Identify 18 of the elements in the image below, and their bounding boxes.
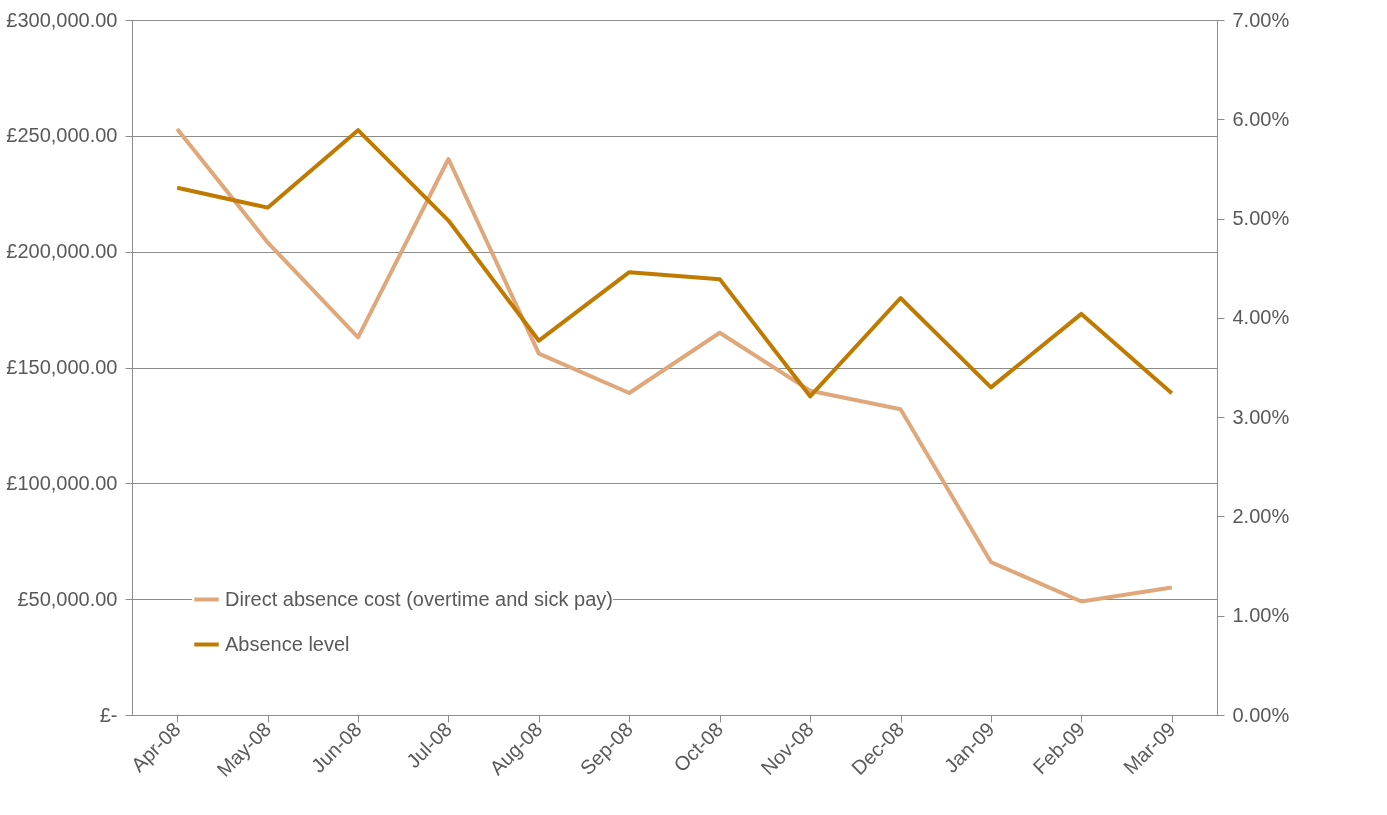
- y2-tick-label: 0.00%: [1232, 703, 1290, 726]
- y2-tick-label: 3.00%: [1232, 405, 1290, 428]
- y2-tick-label: 2.00%: [1232, 504, 1290, 527]
- y-tick-label: £100,000.00: [6, 471, 118, 494]
- y-tick-label: £-: [99, 703, 118, 726]
- y-tick-label: £250,000.00: [6, 124, 118, 147]
- legend-label: Absence level: [225, 632, 350, 655]
- y2-tick-label: 6.00%: [1232, 107, 1290, 130]
- y2-tick-label: 7.00%: [1232, 8, 1290, 31]
- y2-tick-label: 1.00%: [1232, 604, 1290, 627]
- y-tick-label: £50,000.00: [17, 587, 118, 610]
- y-tick-label: £300,000.00: [6, 8, 118, 31]
- y2-tick-label: 5.00%: [1232, 207, 1290, 230]
- y-tick-label: £150,000.00: [6, 356, 118, 378]
- y2-tick-label: 4.00%: [1232, 306, 1290, 329]
- legend-label: Direct absence cost (overtime and sick pay): [225, 587, 613, 610]
- line-series: [175, 128, 1174, 399]
- y-tick-label: £200,000.00: [6, 240, 118, 263]
